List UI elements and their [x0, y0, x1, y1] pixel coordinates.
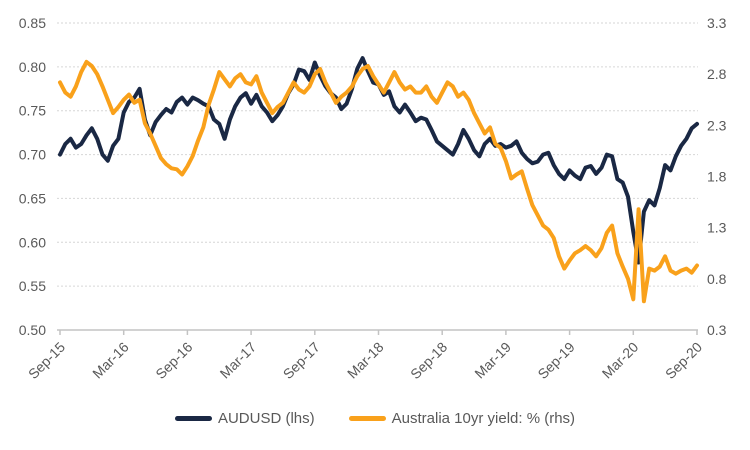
legend-label-audusd: AUDUSD (lhs) [217, 410, 315, 427]
x-axis-tick-label: Mar-16 [89, 339, 132, 382]
x-axis-tick-label: Sep-19 [534, 339, 577, 382]
y-axis-left-tick-label: 0.70 [19, 147, 46, 163]
y-axis-right-tick-label: 0.8 [707, 271, 727, 287]
x-axis-tick-label: Mar-19 [471, 339, 514, 382]
y-axis-left-tick-label: 0.60 [19, 234, 46, 250]
y-axis-right-tick-label: 2.8 [707, 66, 727, 82]
x-axis-tick-label: Sep-18 [407, 339, 450, 382]
x-axis-tick-label: Sep-16 [152, 339, 195, 382]
x-axis-tick-label: Sep-17 [280, 339, 323, 382]
audusd-line-series [58, 56, 699, 265]
dual-axis-line-chart: 0.85 0.80 0.75 0.70 0.65 0.60 0.55 0.50 3.3 2.8 2.… [19, 15, 727, 382]
y-axis-right-tick-label: 1.8 [707, 169, 727, 185]
au10yr-yield-line-swatch [348, 416, 386, 421]
legend-label-au10yr-yield: Australia 10yr yield: % (rhs) [391, 410, 576, 427]
au10yr-yield-line-series [58, 59, 699, 304]
y-axis-left-tick-label: 0.50 [19, 322, 46, 338]
y-axis-left-tick-label: 0.80 [19, 59, 46, 75]
x-axis-tick-label: Mar-18 [344, 339, 387, 382]
legend-item-au10yr-yield: Australia 10yr yield: % (rhs) [348, 410, 576, 427]
y-axis-left-tick-label: 0.75 [19, 103, 46, 119]
y-axis-right-tick-label: 0.3 [707, 322, 727, 338]
y-axis-left-tick-label: 0.85 [19, 15, 46, 31]
chart-legend: AUDUSD (lhs) Australia 10yr yield: % (rh… [0, 410, 750, 427]
y-axis-right-tick-label: 2.3 [707, 117, 727, 133]
x-axis-tick-label: Sep-20 [662, 339, 705, 382]
y-axis-left-tick-label: 0.55 [19, 278, 46, 294]
y-axis-right-tick-label: 3.3 [707, 15, 727, 31]
y-axis-right-tick-label: 1.3 [707, 220, 727, 236]
audusd-line-swatch [174, 416, 212, 421]
x-axis-tick-label: Mar-17 [217, 339, 260, 382]
x-axis-tick-label: Sep-15 [25, 339, 68, 382]
y-axis-left-tick-label: 0.65 [19, 190, 46, 206]
x-axis-tick-label: Mar-20 [599, 339, 642, 382]
legend-item-audusd: AUDUSD (lhs) [174, 410, 315, 427]
